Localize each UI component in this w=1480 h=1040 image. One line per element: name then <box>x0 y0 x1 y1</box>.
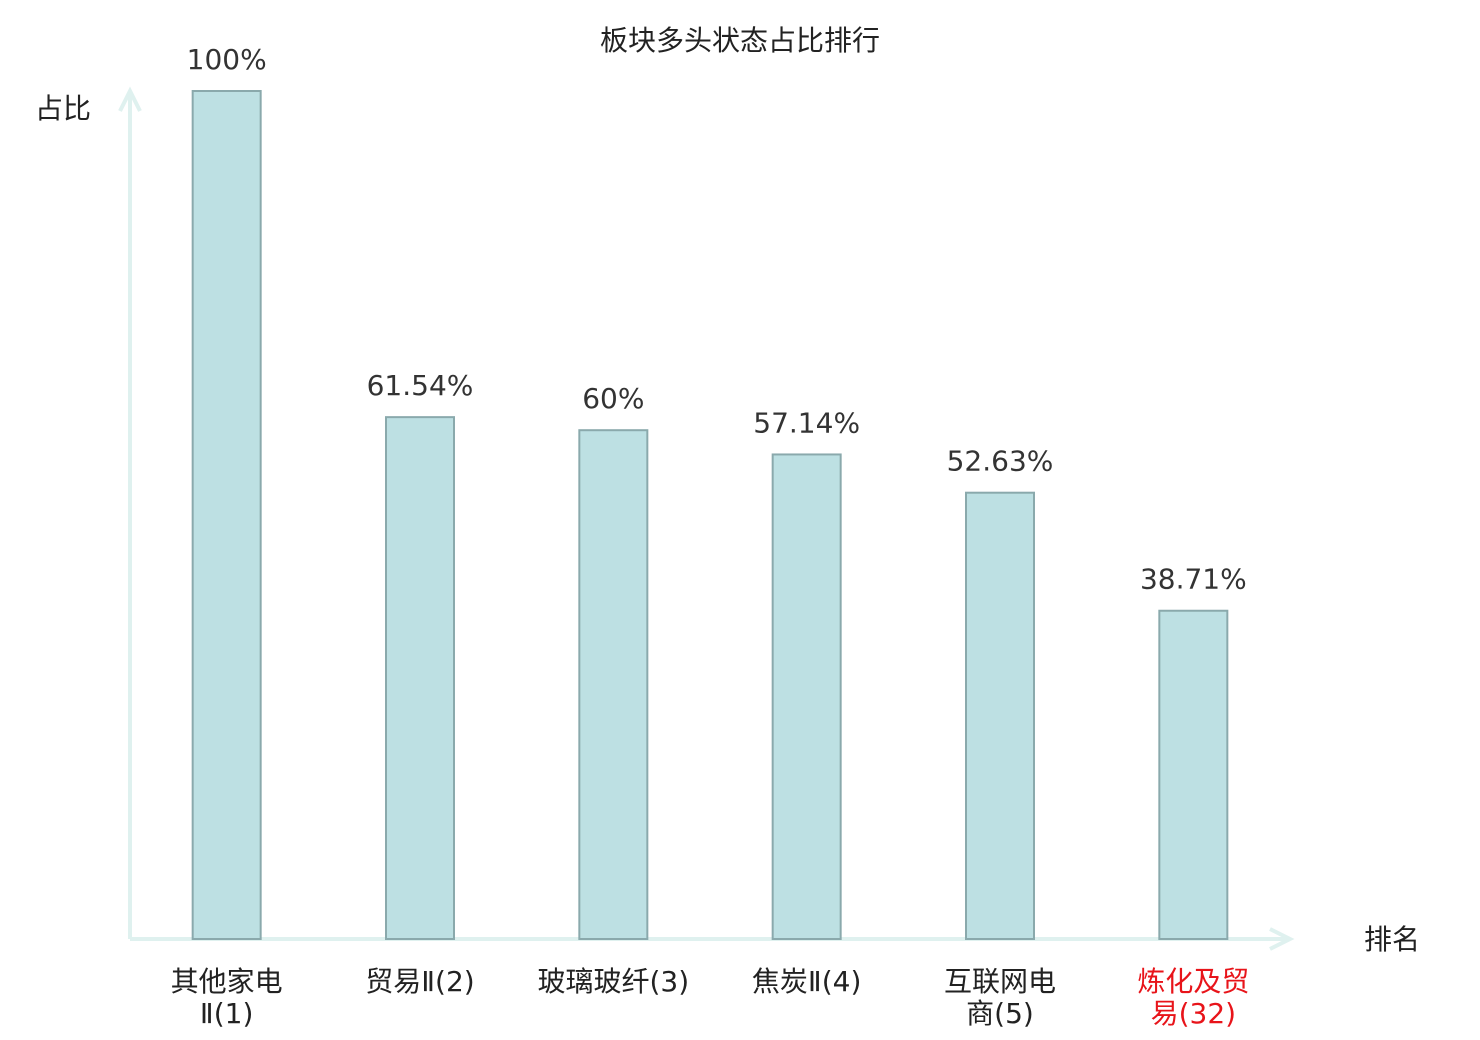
x-axis-label: 排名 <box>1364 923 1420 956</box>
x-axis-arrow <box>1269 927 1295 951</box>
bar <box>385 416 455 940</box>
bar <box>191 90 262 940</box>
y-axis-label: 占比 <box>35 92 91 125</box>
value-label: 61.54% <box>367 369 474 402</box>
bar <box>1158 609 1229 940</box>
x-tick-label: 其他家电 Ⅱ(1) <box>170 965 283 1030</box>
x-tick-label: 贸易Ⅱ(2) <box>365 965 475 998</box>
bar <box>965 491 1035 940</box>
value-label: 100% <box>187 43 267 76</box>
x-tick-label: 焦炭Ⅱ(4) <box>751 965 862 998</box>
x-tick-label: 玻璃玻纤(3) <box>537 965 690 998</box>
x-tick-label: 炼化及贸 易(32) <box>1137 965 1250 1030</box>
y-axis-arrow <box>118 86 142 112</box>
value-label: 57.14% <box>753 406 860 439</box>
chart-title: 板块多头状态占比排行 <box>600 24 880 57</box>
value-label: 52.63% <box>947 445 1054 478</box>
bar <box>578 429 649 940</box>
value-label: 38.71% <box>1140 563 1247 596</box>
x-tick-label: 互联网电 商(5) <box>943 965 1056 1030</box>
bar <box>771 453 842 940</box>
value-label: 60% <box>582 382 644 415</box>
